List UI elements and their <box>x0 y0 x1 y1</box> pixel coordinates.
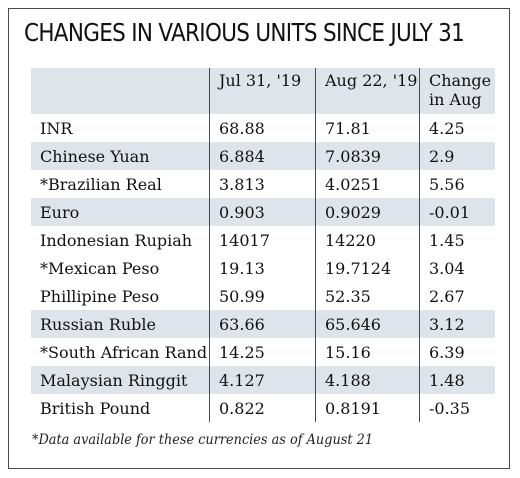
currency-name-cell: Malaysian Ringgit <box>31 366 209 394</box>
table-cell: 19.7124 <box>315 254 419 282</box>
table-cell: 0.822 <box>209 394 315 422</box>
table-cell: 63.66 <box>209 310 315 338</box>
table-cell: 3.813 <box>209 170 315 198</box>
table-cell: 68.88 <box>209 114 315 142</box>
currency-name-cell: Indonesian Rupiah <box>40 230 193 250</box>
header-cell-blank <box>31 68 209 114</box>
table-cell: 4.188 <box>315 366 419 394</box>
currency-name-cell: British Pound <box>40 398 151 418</box>
table-cell: 15.16 <box>315 338 419 366</box>
table-cell: 3.12 <box>419 310 495 338</box>
table-cell: 1.48 <box>419 366 495 394</box>
column-header: Change in Aug <box>419 68 495 114</box>
table-cell: 0.903 <box>209 198 315 226</box>
currency-name-cell: Russian Ruble <box>31 310 209 338</box>
table-cell: 19.13 <box>209 254 315 282</box>
table-cell: 6.884 <box>209 142 315 170</box>
table-cell: 4.25 <box>419 114 495 142</box>
footnote: *Data available for these currencies as … <box>32 432 374 448</box>
currency-table: Jul 31, '19 Aug 22, '19 Change in Aug INR 68… <box>31 68 495 422</box>
table-cell: 0.9029 <box>315 198 419 226</box>
table-cell: 5.56 <box>419 170 495 198</box>
currency-name-cell: Phillipine Peso <box>40 286 160 306</box>
table-cell: 2.9 <box>419 142 495 170</box>
table-cell: 14220 <box>315 226 419 254</box>
table-cell: -0.35 <box>419 394 495 422</box>
table-cell: 71.81 <box>315 114 419 142</box>
table-cell: 2.67 <box>419 282 495 310</box>
currency-name-cell: *Mexican Peso <box>40 258 160 278</box>
table-cell: 14.25 <box>209 338 315 366</box>
column-header: Jul 31, '19 <box>209 68 315 114</box>
table-cell: 65.646 <box>315 310 419 338</box>
table-cell: 50.99 <box>209 282 315 310</box>
table-cell: 3.04 <box>419 254 495 282</box>
column-header: Aug 22, '19 <box>315 68 419 114</box>
table-cell: 14017 <box>209 226 315 254</box>
table-cell: -0.01 <box>419 198 495 226</box>
table-cell: 6.39 <box>419 338 495 366</box>
table-cell: 4.127 <box>209 366 315 394</box>
currency-name-cell: INR <box>40 118 73 138</box>
table-cell: 7.0839 <box>315 142 419 170</box>
table-cell: 52.35 <box>315 282 419 310</box>
currency-name-cell: Chinese Yuan <box>31 142 209 170</box>
currency-name-cell: Euro <box>31 198 209 226</box>
table-cell: 0.8191 <box>315 394 419 422</box>
currency-name-cell: *South African Rand <box>40 342 208 362</box>
table-cell: 4.0251 <box>315 170 419 198</box>
page-title: CHANGES IN VARIOUS UNITS SINCE JULY 31 <box>24 18 465 47</box>
currency-name-cell: *Brazilian Real <box>40 174 162 194</box>
table-cell: 1.45 <box>419 226 495 254</box>
